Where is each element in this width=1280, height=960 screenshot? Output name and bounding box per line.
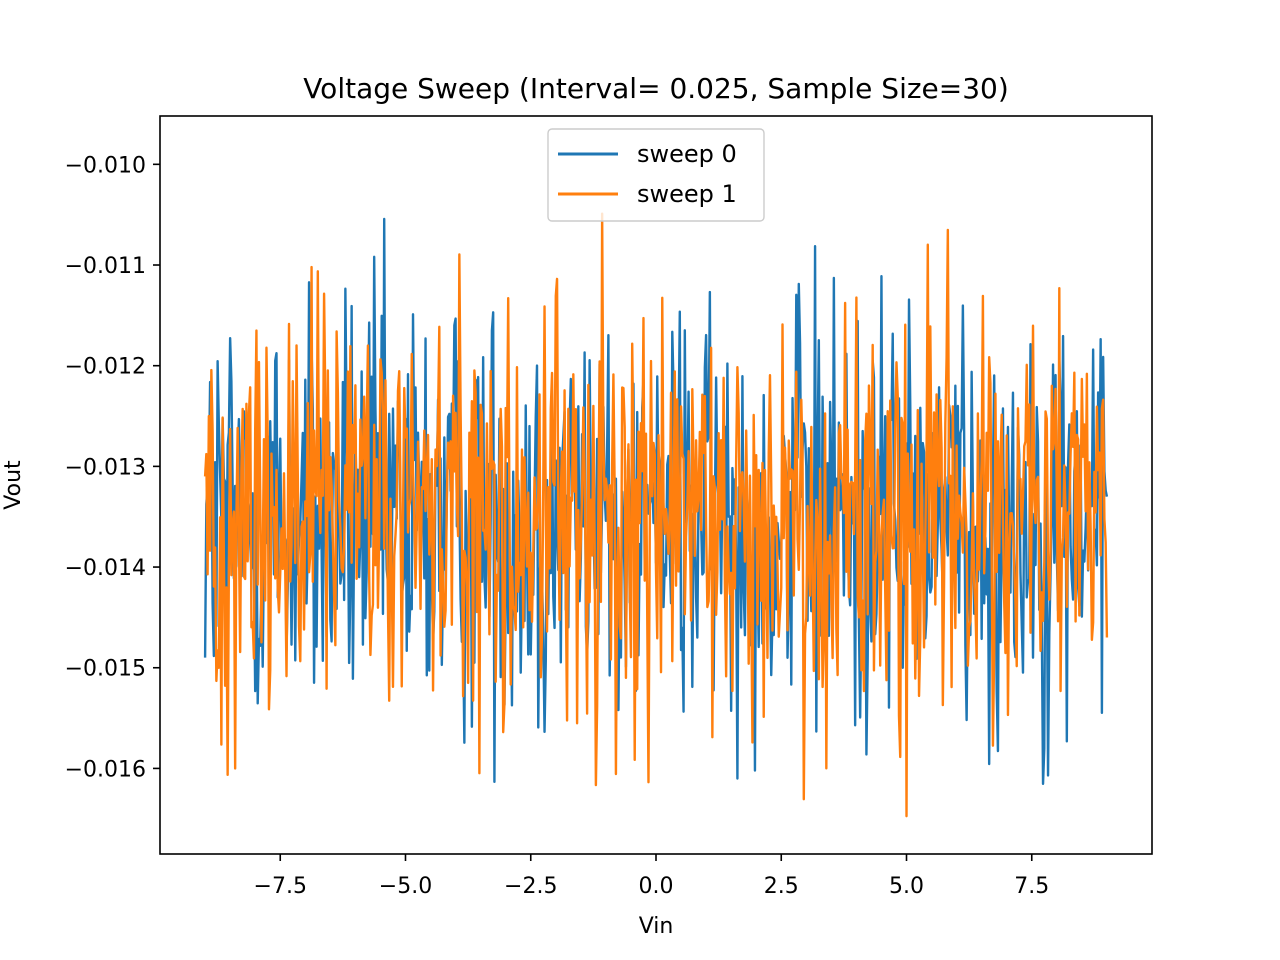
x-tick-label: 7.5	[1014, 874, 1049, 899]
legend: sweep 0 sweep 1	[547, 128, 765, 222]
chart-title: Voltage Sweep (Interval= 0.025, Sample S…	[303, 72, 1009, 105]
series-line-sweep-1	[203, 212, 1109, 818]
y-tick-label: −0.016	[65, 757, 146, 782]
y-axis-label: Vout	[1, 460, 26, 510]
x-tick-label: −2.5	[504, 874, 557, 899]
y-tick-label: −0.015	[65, 657, 146, 682]
x-tick-label: 0.0	[639, 874, 674, 899]
legend-label-sweep-0: sweep 0	[637, 140, 737, 168]
y-tick-label: −0.014	[65, 556, 146, 581]
x-tick-label: −5.0	[379, 874, 432, 899]
x-tick-label: 5.0	[889, 874, 924, 899]
legend-box	[547, 128, 765, 222]
x-tick-label: −7.5	[254, 874, 307, 899]
x-tick-label: 2.5	[764, 874, 799, 899]
y-tick-label: −0.013	[65, 455, 146, 480]
y-tick-label: −0.011	[65, 254, 146, 279]
y-tick-label: −0.010	[65, 153, 146, 178]
x-axis-label: Vin	[639, 914, 674, 939]
y-tick-label: −0.012	[65, 355, 146, 380]
legend-label-sweep-1: sweep 1	[637, 180, 737, 208]
